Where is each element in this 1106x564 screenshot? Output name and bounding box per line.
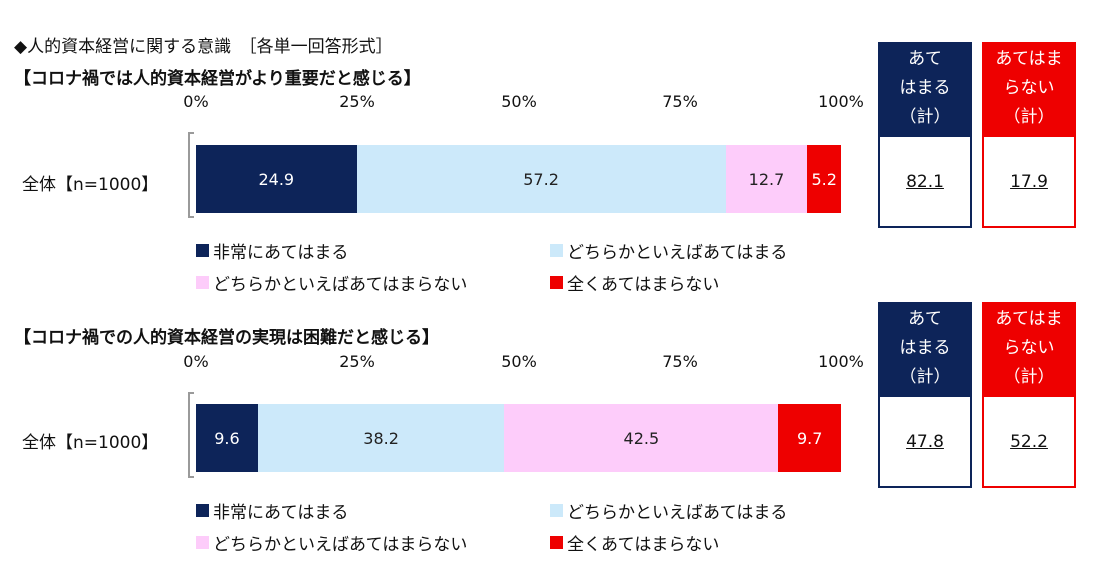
legend-label: 全くあてはまらない bbox=[567, 275, 720, 295]
chart-2-segment-strong-no: 9.7 bbox=[778, 404, 841, 472]
legend-swatch bbox=[550, 504, 563, 517]
data-label: 5.2 bbox=[811, 169, 837, 189]
header-line: あて bbox=[908, 49, 942, 69]
header-line: （計） bbox=[1003, 107, 1055, 127]
chart-2-axis-cap-top bbox=[188, 392, 194, 394]
header-line: らない bbox=[1003, 78, 1055, 98]
chart-2-apply-total-value: 47.8 bbox=[878, 395, 972, 488]
chart-1-tick-50: 50% bbox=[501, 92, 537, 111]
chart-1-legend-strong-yes: 非常にあてはまる bbox=[196, 238, 348, 263]
page-heading: ◆人的資本経営に関する意識 ［各単一回答形式］ bbox=[14, 37, 393, 57]
header-line: （計） bbox=[899, 367, 951, 387]
chart-1-tick-25: 25% bbox=[339, 92, 375, 111]
header-line: （計） bbox=[899, 107, 951, 127]
legend-swatch bbox=[196, 504, 209, 517]
legend-label: どちらかといえばあてはまる bbox=[567, 243, 788, 263]
legend-label: 非常にあてはまる bbox=[213, 243, 349, 263]
header-line: らない bbox=[1003, 338, 1055, 358]
header-line: はまる bbox=[899, 338, 951, 358]
header-line: あてはま bbox=[995, 49, 1063, 69]
chart-1-legend-strong-no: 全くあてはまらない bbox=[550, 270, 719, 295]
chart-1-not-apply-total-header: あてはま らない （計） bbox=[982, 42, 1076, 135]
chart-2-segment-no: 42.5 bbox=[504, 404, 779, 472]
chart-1-axis-cap-bottom bbox=[188, 216, 194, 218]
legend-label: どちらかといえばあてはまらない bbox=[213, 535, 468, 555]
chart-2-row-label: 全体【n=1000】 bbox=[22, 433, 159, 453]
chart-1-segment-strong-no: 5.2 bbox=[807, 145, 841, 213]
legend-swatch bbox=[196, 244, 209, 257]
chart-2-not-apply-total-value: 52.2 bbox=[982, 395, 1076, 488]
chart-2-segment-yes: 38.2 bbox=[257, 404, 505, 472]
chart-2-segment-strong-yes: 9.6 bbox=[196, 404, 258, 472]
chart-1-bar: 24.9 57.2 12.7 5.2 bbox=[196, 145, 841, 213]
legend-swatch bbox=[196, 536, 209, 549]
header-line: はまる bbox=[899, 78, 951, 98]
legend-swatch bbox=[550, 244, 563, 257]
chart-1-not-apply-total-value: 17.9 bbox=[982, 135, 1076, 228]
chart-2-axis bbox=[188, 392, 190, 478]
data-label: 12.7 bbox=[748, 169, 785, 189]
chart-2-tick-100: 100% bbox=[818, 352, 864, 371]
chart-1-segment-no: 12.7 bbox=[725, 145, 808, 213]
header-line: あてはま bbox=[995, 309, 1063, 329]
data-label: 9.6 bbox=[214, 428, 240, 448]
data-label: 57.2 bbox=[523, 169, 559, 189]
header-line: あて bbox=[908, 309, 942, 329]
chart-1-tick-0: 0% bbox=[183, 92, 209, 111]
data-label: 24.9 bbox=[258, 169, 295, 189]
chart-2-legend-no: どちらかといえばあてはまらない bbox=[196, 530, 467, 555]
legend-swatch bbox=[550, 536, 563, 549]
legend-swatch bbox=[550, 276, 563, 289]
legend-swatch bbox=[196, 276, 209, 289]
chart-2-tick-25: 25% bbox=[339, 352, 375, 371]
chart-2-apply-total-header: あて はまる （計） bbox=[878, 302, 972, 395]
chart-1-apply-total-value: 82.1 bbox=[878, 135, 972, 228]
chart-1-apply-total-header: あて はまる （計） bbox=[878, 42, 972, 135]
header-line: （計） bbox=[1003, 367, 1055, 387]
chart-1-segment-yes: 57.2 bbox=[356, 145, 726, 213]
chart-1-tick-100: 100% bbox=[818, 92, 864, 111]
legend-label: どちらかといえばあてはまる bbox=[567, 503, 788, 523]
chart-2-legend-yes: どちらかといえばあてはまる bbox=[550, 498, 787, 523]
chart-2-legend-strong-no: 全くあてはまらない bbox=[550, 530, 719, 555]
chart-2-tick-50: 50% bbox=[501, 352, 537, 371]
chart-1-axis bbox=[188, 132, 190, 218]
chart-2-bar: 9.6 38.2 42.5 9.7 bbox=[196, 404, 841, 472]
data-label: 42.5 bbox=[623, 428, 660, 448]
chart-1-tick-75: 75% bbox=[662, 92, 698, 111]
chart-1-row-label: 全体【n=1000】 bbox=[22, 175, 159, 195]
legend-label: 全くあてはまらない bbox=[567, 535, 720, 555]
chart-2-not-apply-total-header: あてはま らない （計） bbox=[982, 302, 1076, 395]
data-label: 38.2 bbox=[363, 428, 399, 448]
chart-1-segment-strong-yes: 24.9 bbox=[196, 145, 357, 213]
legend-label: どちらかといえばあてはまらない bbox=[213, 275, 468, 295]
data-label: 9.7 bbox=[796, 428, 823, 448]
chart-1-legend-no: どちらかといえばあてはまらない bbox=[196, 270, 467, 295]
chart-2-axis-cap-bottom bbox=[188, 476, 194, 478]
chart-2-title: 【コロナ禍での人的資本経営の実現は困難だと感じる】 bbox=[14, 328, 439, 348]
chart-1-legend-yes: どちらかといえばあてはまる bbox=[550, 238, 787, 263]
chart-2-legend-strong-yes: 非常にあてはまる bbox=[196, 498, 348, 523]
chart-2-tick-0: 0% bbox=[183, 352, 209, 371]
legend-label: 非常にあてはまる bbox=[213, 503, 349, 523]
chart-1-title: 【コロナ禍では人的資本経営がより重要だと感じる】 bbox=[14, 69, 421, 89]
chart-1-axis-cap-top bbox=[188, 132, 194, 134]
chart-2-tick-75: 75% bbox=[662, 352, 698, 371]
